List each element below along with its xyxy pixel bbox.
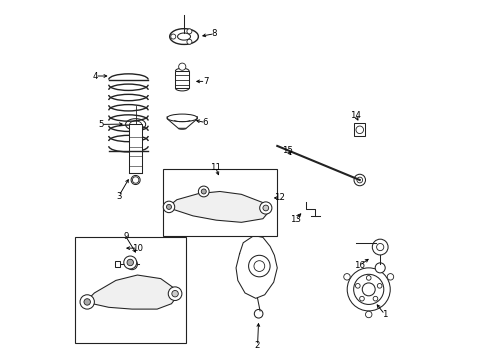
Text: 9: 9 <box>123 232 129 241</box>
Text: 3: 3 <box>116 192 122 201</box>
Circle shape <box>129 262 135 267</box>
Circle shape <box>198 186 209 197</box>
Text: 5: 5 <box>98 120 103 129</box>
Bar <box>74 237 186 343</box>
Circle shape <box>132 177 139 183</box>
Bar <box>115 261 120 267</box>
Circle shape <box>167 204 172 210</box>
Circle shape <box>387 274 393 280</box>
Circle shape <box>263 205 269 211</box>
Circle shape <box>168 287 182 301</box>
Circle shape <box>354 174 366 186</box>
Circle shape <box>171 34 176 39</box>
Circle shape <box>127 259 133 266</box>
Circle shape <box>377 243 384 251</box>
Circle shape <box>355 283 360 288</box>
Text: 14: 14 <box>350 111 361 120</box>
Text: 1: 1 <box>382 310 388 319</box>
Bar <box>175 71 189 88</box>
Circle shape <box>84 299 91 305</box>
Bar <box>354 123 365 136</box>
Text: 13: 13 <box>290 215 301 224</box>
Circle shape <box>163 201 175 213</box>
Circle shape <box>179 63 186 70</box>
Circle shape <box>201 189 206 194</box>
Circle shape <box>254 261 265 271</box>
Circle shape <box>187 29 192 34</box>
Polygon shape <box>85 275 177 309</box>
Circle shape <box>80 295 95 309</box>
Circle shape <box>172 291 178 297</box>
Text: 4: 4 <box>92 72 98 81</box>
Circle shape <box>248 255 270 277</box>
Circle shape <box>354 274 384 305</box>
Circle shape <box>362 283 375 296</box>
Circle shape <box>377 283 382 288</box>
Circle shape <box>372 239 388 255</box>
Bar <box>163 169 277 235</box>
Text: 6: 6 <box>203 118 208 127</box>
Circle shape <box>360 296 364 301</box>
Text: 16: 16 <box>354 261 365 270</box>
Circle shape <box>373 296 378 301</box>
Text: 10: 10 <box>132 244 143 253</box>
Circle shape <box>375 263 385 273</box>
Circle shape <box>254 310 263 318</box>
Circle shape <box>357 177 363 183</box>
Circle shape <box>126 259 137 270</box>
Text: 2: 2 <box>255 341 260 350</box>
Circle shape <box>344 274 350 280</box>
Circle shape <box>367 275 371 280</box>
Circle shape <box>366 311 372 318</box>
Text: 8: 8 <box>212 29 217 38</box>
Circle shape <box>124 256 137 269</box>
Text: 11: 11 <box>210 163 221 172</box>
Circle shape <box>187 39 192 44</box>
Circle shape <box>260 202 272 214</box>
Text: 15: 15 <box>282 146 293 155</box>
Bar <box>129 125 142 173</box>
Text: 12: 12 <box>273 193 285 202</box>
Text: 7: 7 <box>203 77 208 86</box>
Circle shape <box>347 268 390 311</box>
Polygon shape <box>168 192 269 222</box>
